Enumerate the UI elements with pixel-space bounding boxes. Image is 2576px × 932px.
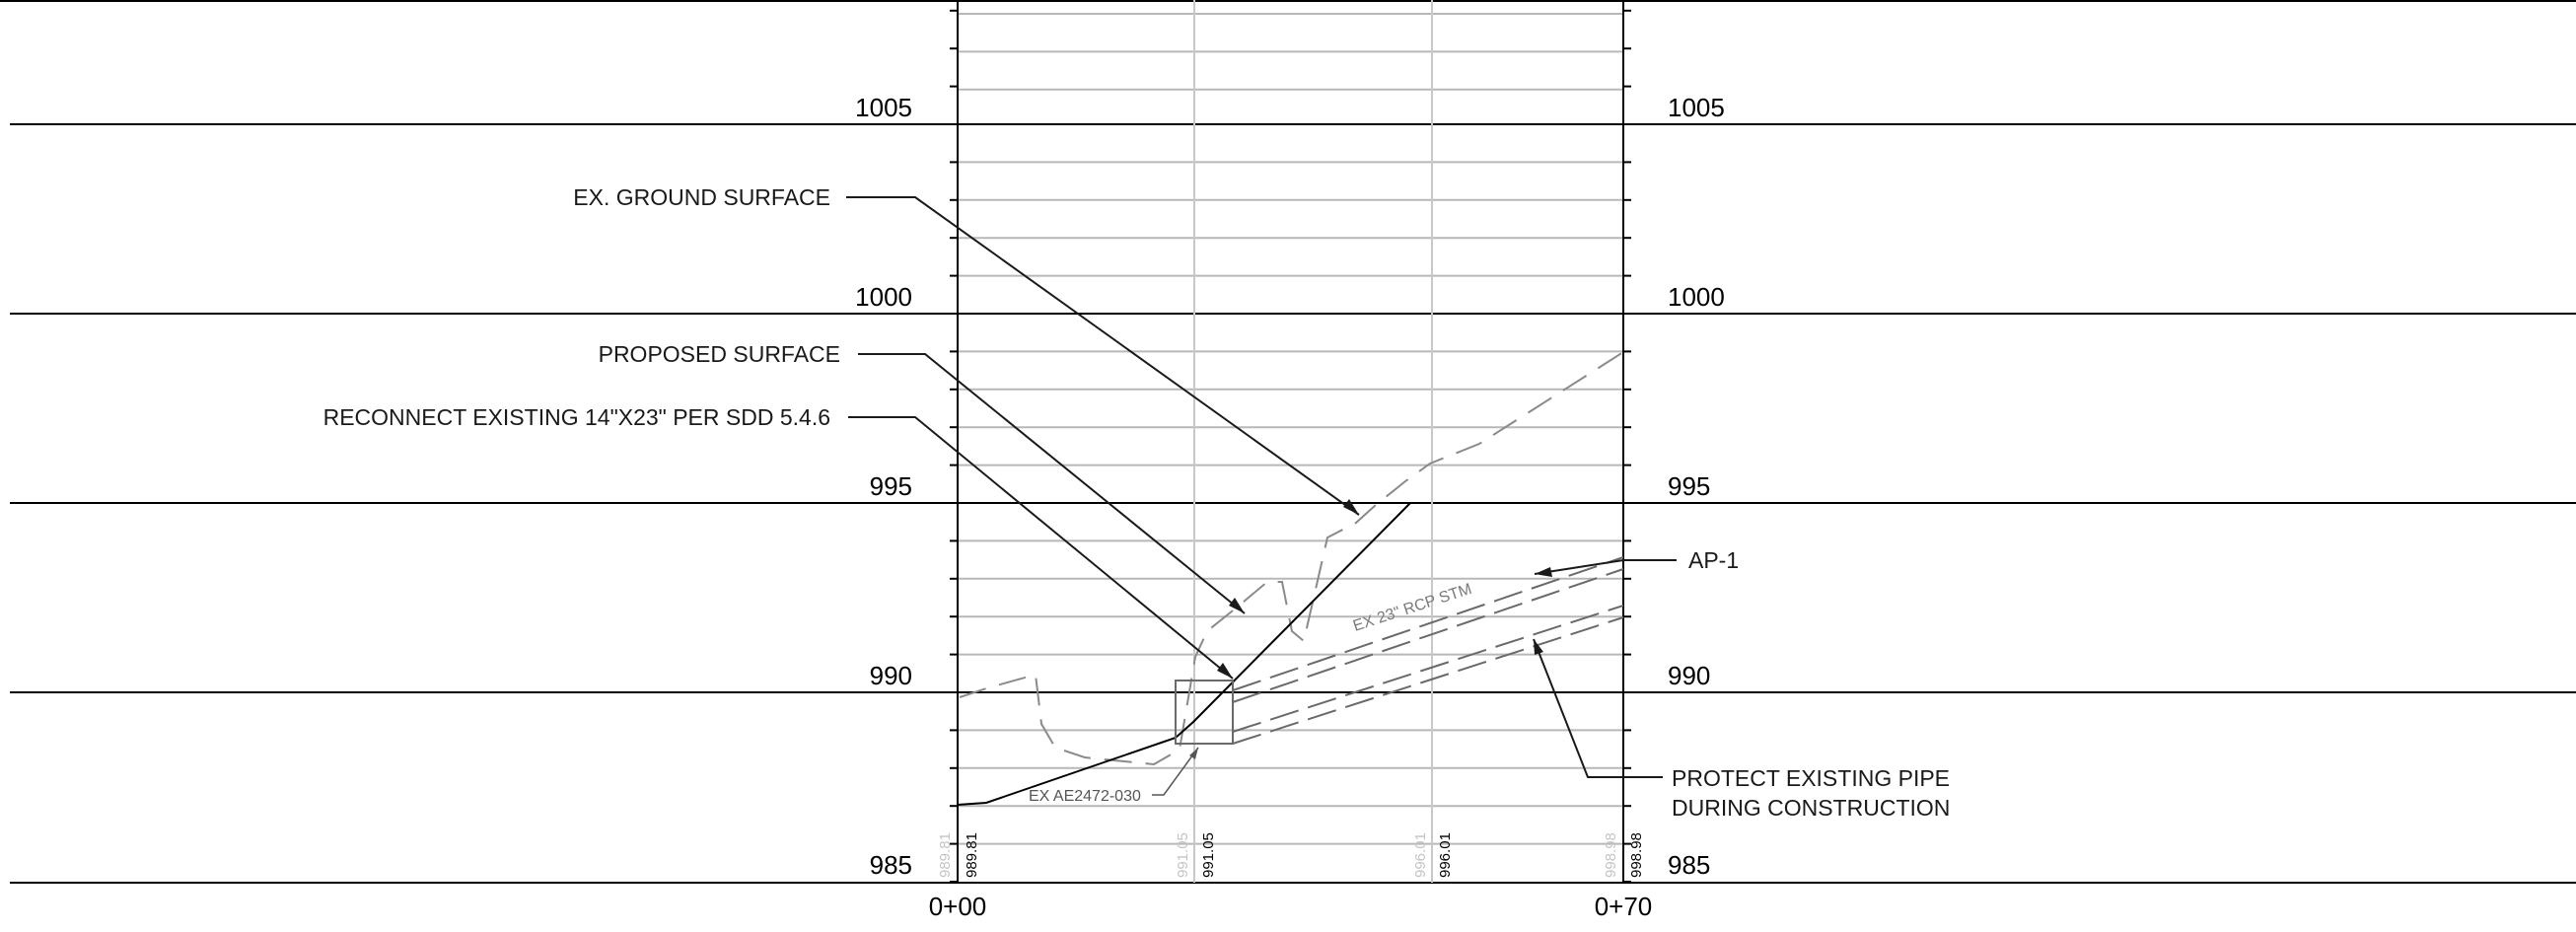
leader-proposed-surface bbox=[858, 353, 1246, 614]
elev-label-right-985: 985 bbox=[1668, 850, 1710, 880]
station-label-end: 0+70 bbox=[1595, 892, 1653, 921]
existing-elev-label-2: 991.05 bbox=[1175, 832, 1191, 878]
existing-elev-label-4: 998.98 bbox=[1603, 832, 1619, 878]
callout-protect-line-1: PROTECT EXISTING PIPE bbox=[1672, 765, 1950, 791]
minor-grid bbox=[958, 13, 1623, 845]
elev-label-left-995: 995 bbox=[870, 471, 912, 501]
major-grid bbox=[10, 123, 2576, 884]
station-label-start: 0+00 bbox=[929, 892, 987, 921]
elev-label-right-990: 990 bbox=[1668, 661, 1710, 690]
pipe-label: EX 23" RCP STM bbox=[1351, 581, 1474, 635]
elev-label-left-1000: 1000 bbox=[855, 282, 912, 312]
callout-reconnect-existing: RECONNECT EXISTING 14"X23" PER SDD 5.4.6 bbox=[323, 404, 830, 430]
elevation-labels-right: 1005 1000 995 990 985 bbox=[1668, 93, 1725, 880]
elev-label-right-1005: 1005 bbox=[1668, 93, 1725, 122]
station-elevation-labels: 989.81 989.81 991.05 991.05 996.01 996.0… bbox=[937, 832, 1645, 878]
arrowhead-protect-existing-pipe bbox=[1534, 639, 1543, 655]
leader-protect-existing-pipe bbox=[1533, 638, 1663, 778]
proposed-elev-label-2: 991.05 bbox=[1200, 832, 1217, 878]
leader-reconnect-existing bbox=[848, 416, 1234, 680]
callout-ap-1: AP-1 bbox=[1688, 547, 1739, 573]
existing-elev-label-3: 996.01 bbox=[1412, 832, 1429, 878]
elevation-ticks bbox=[950, 9, 1631, 883]
proposed-elev-label-4: 998.98 bbox=[1628, 832, 1645, 878]
ex-reference-arrowhead bbox=[1189, 748, 1198, 759]
proposed-elev-label-3: 996.01 bbox=[1437, 832, 1454, 878]
elev-label-left-990: 990 bbox=[870, 661, 912, 690]
elev-label-left-985: 985 bbox=[870, 850, 912, 880]
existing-elev-label-1: 989.81 bbox=[937, 832, 954, 878]
arrowhead-proposed-surface bbox=[1229, 598, 1245, 613]
proposed-elev-label-1: 989.81 bbox=[964, 832, 980, 878]
elev-label-right-995: 995 bbox=[1668, 471, 1710, 501]
callout-ex-ground-surface: EX. GROUND SURFACE bbox=[573, 184, 830, 210]
elev-label-left-1005: 1005 bbox=[855, 93, 912, 122]
existing-ground-surface bbox=[959, 351, 1624, 766]
callout-proposed-surface: PROPOSED SURFACE bbox=[599, 341, 840, 367]
arrowhead-reconnect-existing bbox=[1217, 663, 1233, 679]
elev-label-right-1000: 1000 bbox=[1668, 282, 1725, 312]
arrowhead-ap-1 bbox=[1535, 567, 1552, 577]
leader-ex-ground-surface bbox=[846, 196, 1360, 516]
ex-reference-leader bbox=[1152, 747, 1199, 796]
existing-23-rcp-pipe bbox=[1232, 556, 1624, 703]
elevation-labels-left: 1005 1000 995 990 985 bbox=[855, 93, 912, 880]
arrowhead-ex-ground-surface bbox=[1343, 499, 1359, 515]
ex-reference-label: EX AE2472-030 bbox=[1029, 788, 1141, 805]
leader-ap-1 bbox=[1534, 559, 1677, 575]
callout-protect-line-2: DURING CONSTRUCTION bbox=[1672, 795, 1950, 821]
existing-structure bbox=[1175, 680, 1234, 745]
existing-lower-pipe bbox=[1232, 605, 1624, 745]
